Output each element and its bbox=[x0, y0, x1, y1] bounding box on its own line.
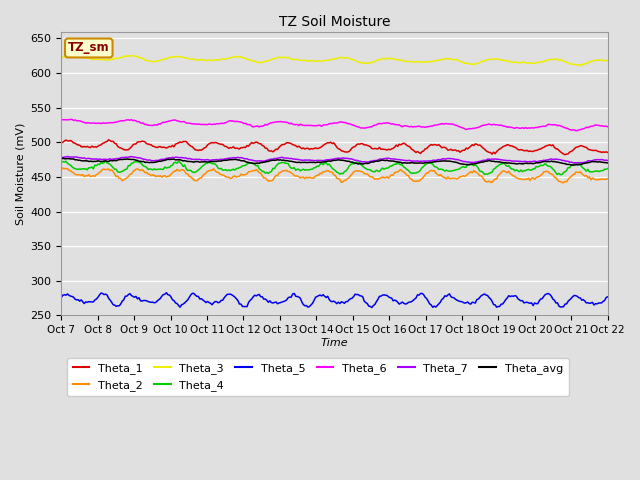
Theta_2 bbox=[250, 168, 257, 173]
Theta_1 bbox=[240, 144, 248, 150]
Theta_avg bbox=[222, 157, 230, 163]
Theta_5 bbox=[250, 294, 257, 300]
Theta_3 bbox=[222, 56, 230, 62]
Theta_4 bbox=[126, 163, 134, 168]
Theta_6 bbox=[250, 124, 257, 130]
Theta_1 bbox=[250, 141, 257, 146]
Theta_3 bbox=[129, 53, 137, 59]
Theta_1 bbox=[298, 146, 306, 152]
Y-axis label: Soil Moisture (mV): Soil Moisture (mV) bbox=[15, 122, 25, 225]
Theta_3 bbox=[240, 55, 248, 61]
Theta_4 bbox=[604, 166, 612, 171]
Title: TZ Soil Moisture: TZ Soil Moisture bbox=[279, 15, 390, 29]
Theta_7 bbox=[298, 157, 306, 163]
X-axis label: Time: Time bbox=[321, 338, 348, 348]
Line: Theta_1: Theta_1 bbox=[61, 140, 608, 155]
Theta_5 bbox=[58, 294, 65, 300]
Theta_6 bbox=[572, 128, 580, 133]
Theta_3 bbox=[298, 58, 306, 63]
Theta_avg bbox=[569, 162, 577, 168]
Theta_2 bbox=[604, 176, 612, 181]
Theta_7 bbox=[577, 160, 584, 166]
Theta_7 bbox=[63, 154, 71, 159]
Theta_7 bbox=[240, 156, 248, 161]
Theta_avg bbox=[298, 159, 306, 165]
Theta_6 bbox=[298, 122, 306, 128]
Theta_avg bbox=[604, 160, 612, 166]
Theta_5 bbox=[368, 305, 376, 311]
Theta_5 bbox=[298, 299, 306, 305]
Theta_7 bbox=[604, 157, 612, 163]
Theta_4 bbox=[577, 162, 584, 168]
Line: Theta_5: Theta_5 bbox=[61, 293, 608, 308]
Legend: Theta_1, Theta_2, Theta_3, Theta_4, Theta_5, Theta_6, Theta_7, Theta_avg: Theta_1, Theta_2, Theta_3, Theta_4, Thet… bbox=[67, 358, 569, 396]
Theta_avg bbox=[59, 156, 67, 161]
Theta_3 bbox=[577, 63, 584, 69]
Theta_1 bbox=[105, 137, 113, 143]
Theta_2 bbox=[577, 169, 584, 175]
Theta_6 bbox=[240, 120, 248, 126]
Theta_4 bbox=[250, 161, 257, 167]
Theta_3 bbox=[575, 62, 582, 68]
Theta_6 bbox=[222, 120, 230, 126]
Theta_3 bbox=[604, 58, 612, 64]
Theta_1 bbox=[222, 144, 230, 149]
Theta_1 bbox=[126, 145, 134, 151]
Theta_4 bbox=[298, 167, 306, 173]
Theta_2 bbox=[58, 167, 65, 172]
Theta_5 bbox=[222, 293, 230, 299]
Theta_5 bbox=[577, 295, 584, 301]
Theta_5 bbox=[240, 304, 248, 310]
Theta_6 bbox=[58, 117, 65, 122]
Theta_2 bbox=[59, 165, 67, 171]
Theta_4 bbox=[222, 167, 230, 173]
Theta_6 bbox=[604, 124, 612, 130]
Theta_6 bbox=[577, 127, 584, 132]
Theta_5 bbox=[163, 290, 170, 296]
Theta_avg bbox=[126, 156, 134, 162]
Theta_6 bbox=[126, 117, 134, 123]
Text: TZ_sm: TZ_sm bbox=[68, 41, 109, 55]
Line: Theta_avg: Theta_avg bbox=[61, 158, 608, 165]
Theta_1 bbox=[577, 143, 584, 149]
Theta_avg bbox=[58, 156, 65, 162]
Theta_7 bbox=[58, 155, 65, 161]
Theta_avg bbox=[250, 160, 257, 166]
Theta_2 bbox=[126, 171, 134, 177]
Theta_3 bbox=[125, 53, 132, 59]
Theta_1 bbox=[561, 152, 569, 157]
Theta_2 bbox=[240, 172, 248, 178]
Theta_4 bbox=[240, 163, 248, 168]
Theta_2 bbox=[222, 174, 230, 180]
Theta_3 bbox=[58, 54, 65, 60]
Theta_7 bbox=[126, 154, 134, 160]
Theta_1 bbox=[604, 150, 612, 156]
Line: Theta_6: Theta_6 bbox=[61, 120, 608, 131]
Theta_4 bbox=[557, 172, 564, 178]
Theta_avg bbox=[577, 161, 584, 167]
Theta_5 bbox=[604, 294, 612, 300]
Line: Theta_2: Theta_2 bbox=[61, 168, 608, 183]
Theta_avg bbox=[240, 158, 248, 164]
Theta_2 bbox=[298, 175, 306, 180]
Theta_6 bbox=[67, 117, 74, 122]
Line: Theta_3: Theta_3 bbox=[61, 56, 608, 66]
Theta_5 bbox=[125, 292, 132, 298]
Theta_2 bbox=[560, 180, 568, 186]
Theta_4 bbox=[102, 158, 109, 164]
Theta_3 bbox=[250, 58, 257, 64]
Theta_7 bbox=[573, 160, 581, 166]
Theta_1 bbox=[58, 140, 65, 146]
Line: Theta_4: Theta_4 bbox=[61, 161, 608, 175]
Theta_7 bbox=[250, 157, 257, 163]
Theta_7 bbox=[222, 156, 230, 162]
Line: Theta_7: Theta_7 bbox=[61, 156, 608, 163]
Theta_4 bbox=[58, 159, 65, 165]
